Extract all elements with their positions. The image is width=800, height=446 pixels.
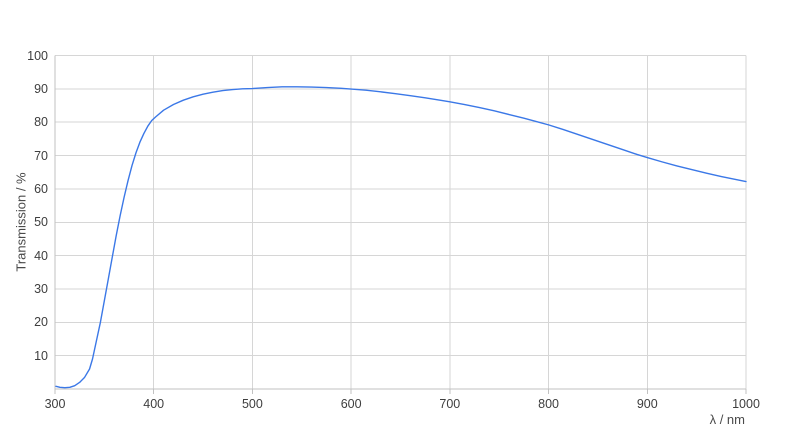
y-tick-label: 80 — [34, 115, 48, 130]
y-axis-title: Transmission / % — [13, 172, 29, 272]
x-tick-label: 800 — [538, 397, 559, 411]
x-tick-label: 300 — [44, 397, 66, 411]
y-tick-label: 100 — [27, 48, 48, 63]
x-tick-label: 700 — [439, 397, 461, 411]
x-tick-label: 1000 — [732, 397, 760, 411]
x-tick-label: 500 — [241, 397, 263, 411]
transmission-curve — [55, 86, 747, 389]
transmission-curve-group — [55, 86, 747, 389]
y-tick-label: 70 — [34, 148, 48, 163]
x-tick-label: 600 — [340, 397, 362, 411]
y-tick-label: 40 — [34, 248, 48, 263]
x-tick-label: 400 — [143, 397, 165, 411]
x-axis-title: λ / nm — [709, 412, 745, 427]
y-tick-label: 30 — [34, 281, 48, 296]
y-tick-label: 90 — [34, 81, 48, 96]
y-tick-label: 20 — [34, 315, 48, 330]
gridlines — [55, 55, 747, 389]
y-tick-label: 50 — [34, 215, 48, 230]
axis-lines — [54, 55, 747, 394]
y-tick-label: 10 — [34, 348, 48, 363]
y-tick-label: 60 — [34, 181, 48, 196]
x-tick-label: 900 — [636, 397, 658, 411]
